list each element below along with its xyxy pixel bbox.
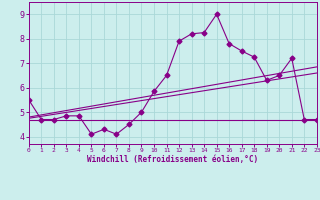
X-axis label: Windchill (Refroidissement éolien,°C): Windchill (Refroidissement éolien,°C) — [87, 155, 258, 164]
